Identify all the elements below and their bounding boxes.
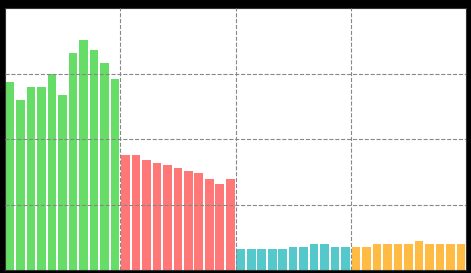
Bar <box>6 82 14 270</box>
Bar <box>268 249 276 270</box>
Bar <box>89 50 98 270</box>
Bar <box>173 168 182 270</box>
Bar <box>111 79 119 270</box>
Bar <box>236 249 245 270</box>
Bar <box>153 163 161 270</box>
Bar <box>195 173 203 270</box>
Bar <box>121 155 130 270</box>
Bar <box>205 179 213 270</box>
Bar <box>404 244 413 270</box>
Bar <box>131 155 140 270</box>
Bar <box>226 179 235 270</box>
Bar <box>457 244 465 270</box>
Bar <box>373 244 382 270</box>
Bar <box>289 247 298 270</box>
Bar <box>300 247 308 270</box>
Bar <box>331 247 340 270</box>
Bar <box>341 247 350 270</box>
Bar <box>79 40 88 270</box>
Bar <box>142 160 151 270</box>
Bar <box>352 247 360 270</box>
Bar <box>446 244 455 270</box>
Bar <box>278 249 287 270</box>
Bar <box>383 244 392 270</box>
Bar <box>16 100 25 270</box>
Bar <box>215 184 224 270</box>
Bar <box>184 171 193 270</box>
Bar <box>100 63 109 270</box>
Bar <box>69 53 77 270</box>
Bar <box>362 247 371 270</box>
Bar <box>27 87 35 270</box>
Bar <box>394 244 402 270</box>
Bar <box>310 244 318 270</box>
Bar <box>436 244 444 270</box>
Bar <box>415 241 423 270</box>
Bar <box>425 244 434 270</box>
Bar <box>48 74 56 270</box>
Bar <box>58 95 67 270</box>
Bar <box>247 249 256 270</box>
Bar <box>37 87 46 270</box>
Bar <box>258 249 266 270</box>
Bar <box>163 165 171 270</box>
Bar <box>320 244 329 270</box>
